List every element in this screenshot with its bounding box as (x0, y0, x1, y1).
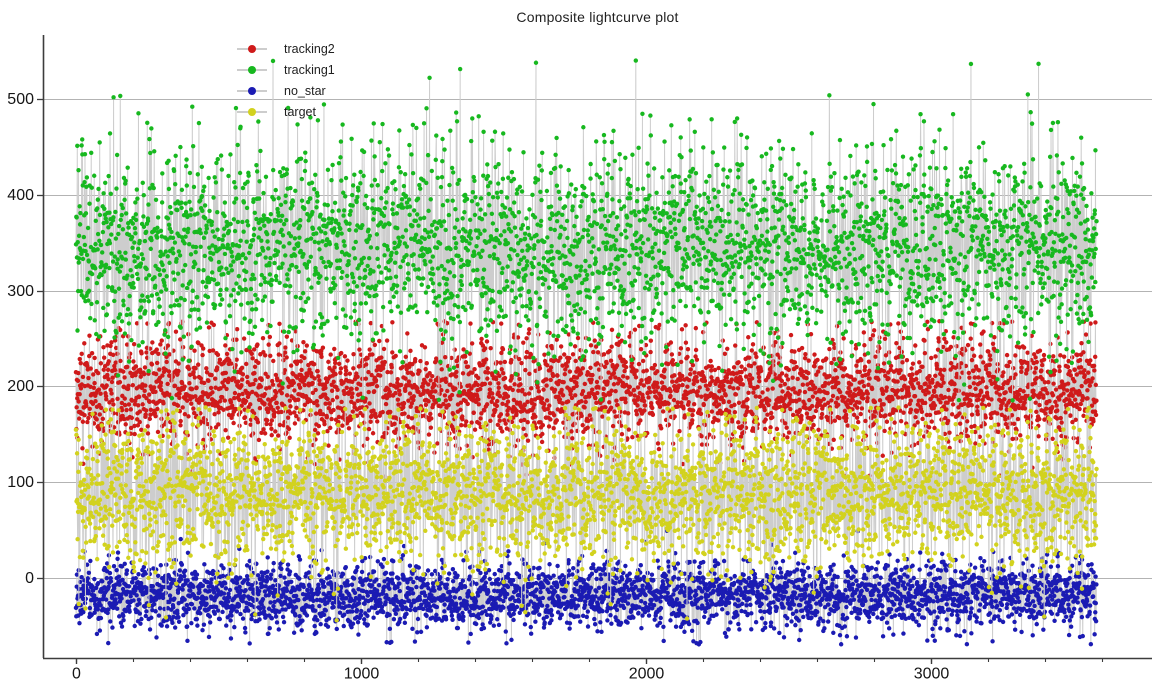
chart-title: Composite lightcurve plot (516, 9, 679, 25)
legend-dot-icon (248, 44, 256, 53)
legend-marker-tracking1 (237, 65, 267, 75)
legend-dot-icon (248, 86, 256, 95)
legend-label-no-star: no_star (284, 83, 326, 98)
legend-marker-target (237, 107, 267, 117)
legend-marker-tracking2 (237, 44, 267, 54)
legend-label-tracking2: tracking2 (284, 41, 335, 56)
legend-dot-icon (248, 107, 256, 116)
legend-item-tracking1: tracking1 (237, 59, 335, 80)
legend-item-tracking2: tracking2 (237, 38, 335, 59)
legend-item-no-star: no_star (237, 80, 335, 101)
legend-label-target: target (284, 104, 316, 119)
legend-label-tracking1: tracking1 (284, 62, 335, 77)
legend-marker-no-star (237, 86, 267, 96)
legend: tracking2 tracking1 no_star target (237, 38, 335, 122)
legend-item-target: target (237, 101, 335, 122)
legend-dot-icon (248, 65, 256, 74)
